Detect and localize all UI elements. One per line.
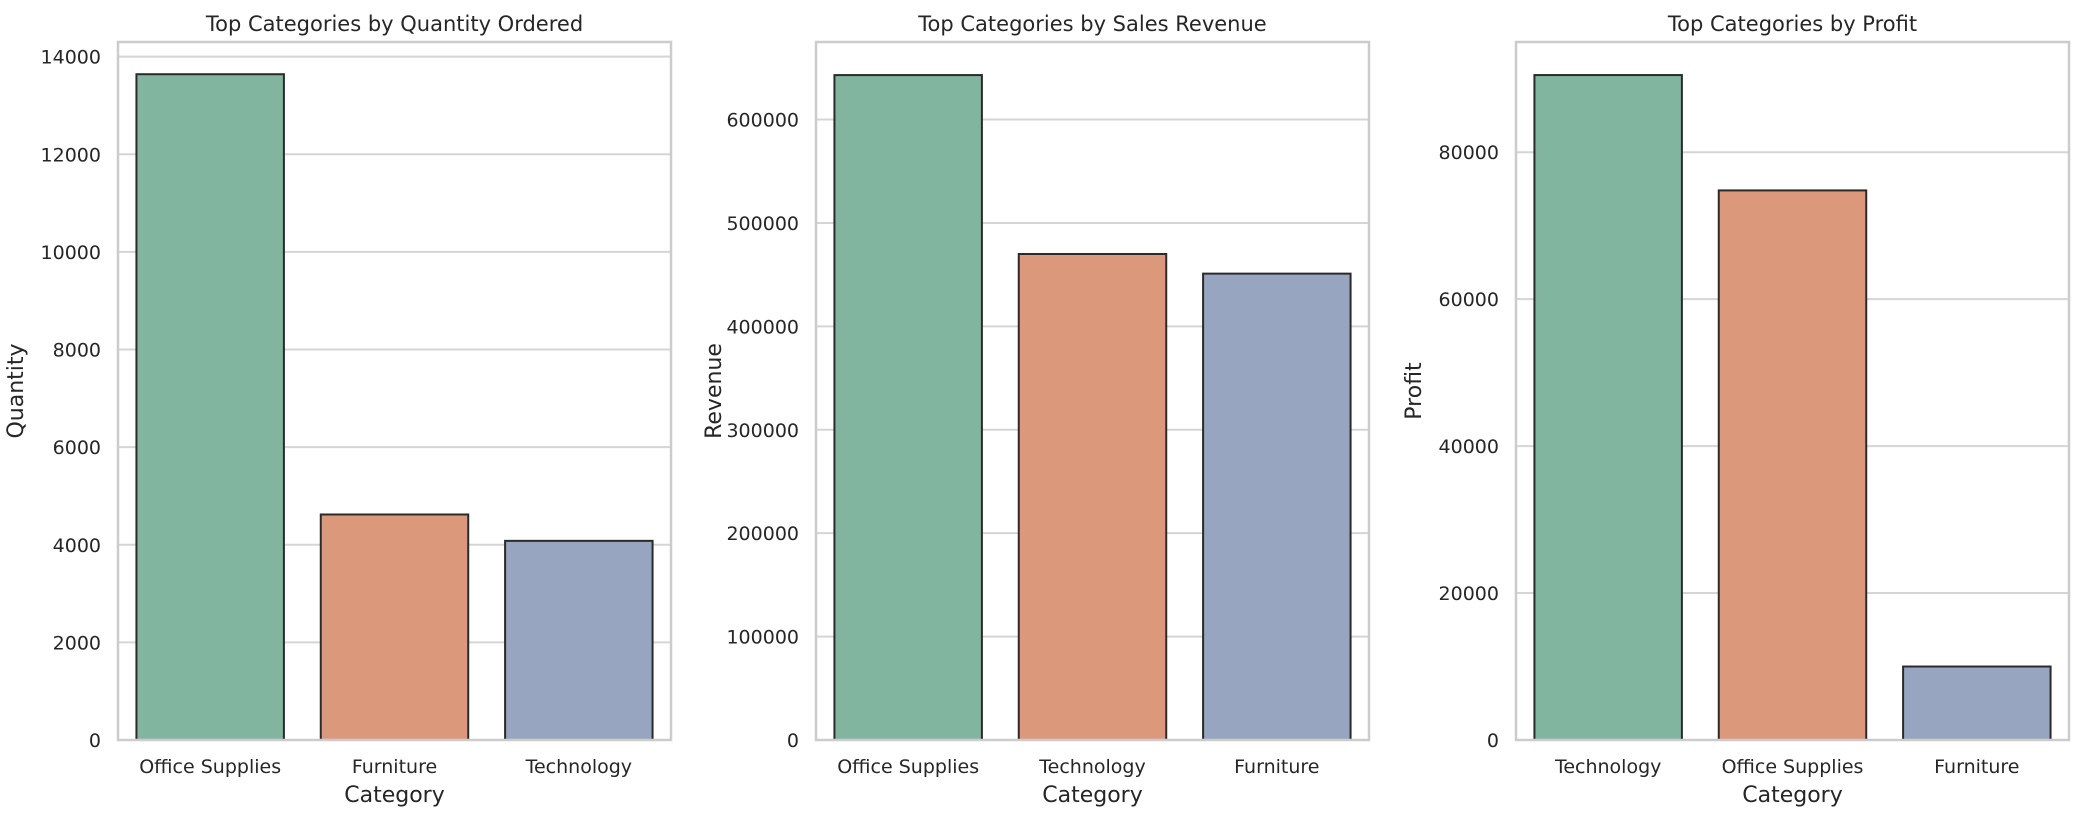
y-tick-label: 500000 bbox=[726, 213, 799, 235]
y-tick-label: 100000 bbox=[726, 627, 799, 649]
x-tick-label: Office Supplies bbox=[837, 756, 979, 778]
y-tick-label: 60000 bbox=[1439, 289, 1499, 311]
x-axis-label: Category bbox=[1742, 783, 1843, 808]
x-tick-label: Furniture bbox=[1934, 756, 2019, 778]
y-tick-label: 200000 bbox=[726, 523, 799, 545]
bar-office-supplies bbox=[1717, 189, 1868, 741]
x-tick-label: Office Supplies bbox=[1722, 756, 1864, 778]
chart-panel-3: 0 20000 40000 60000 80000 Technology Office Su… bbox=[1402, 12, 2071, 808]
y-tick-label: 2000 bbox=[53, 632, 101, 654]
plot-frame bbox=[116, 40, 673, 742]
chart-panel-1: 0 2000 4000 6000 8000 10000 12000 14000 Office S… bbox=[4, 12, 673, 808]
bar-furniture bbox=[1202, 272, 1352, 741]
x-tick-label: Furniture bbox=[352, 756, 437, 778]
y-tick-label: 14000 bbox=[41, 47, 101, 69]
y-tick-label: 300000 bbox=[726, 420, 799, 442]
y-axis-label: Profit bbox=[1402, 362, 1427, 420]
x-axis-label: Category bbox=[344, 783, 445, 808]
x-axis-label: Category bbox=[1042, 783, 1143, 808]
bar-office-supplies bbox=[135, 73, 285, 741]
y-tick-label: 10000 bbox=[41, 242, 101, 264]
bar-office-supplies bbox=[833, 74, 983, 741]
chart-title: Top Categories by Profit bbox=[1667, 12, 1917, 36]
chart-panel-2: 0 100000 200000 300000 400000 500000 600000 Off… bbox=[702, 12, 1371, 808]
y-tick-label: 4000 bbox=[53, 535, 101, 557]
x-tick-label: Technology bbox=[525, 756, 632, 778]
y-tick-label: 40000 bbox=[1439, 436, 1499, 458]
y-tick-label: 20000 bbox=[1439, 583, 1499, 605]
y-tick-label: 0 bbox=[1487, 730, 1499, 752]
y-tick-label: 6000 bbox=[53, 437, 101, 459]
y-axis-label: Revenue bbox=[702, 343, 727, 439]
y-tick-label: 12000 bbox=[41, 144, 101, 166]
x-tick-label: Furniture bbox=[1234, 756, 1319, 778]
chart-title: Top Categories by Quantity Ordered bbox=[205, 12, 583, 36]
plot-frame bbox=[814, 40, 1371, 742]
bar-furniture bbox=[1902, 665, 2052, 741]
bar-technology bbox=[504, 539, 654, 741]
bar-technology bbox=[1017, 252, 1168, 741]
y-tick-label: 8000 bbox=[53, 340, 101, 362]
bar-technology bbox=[1533, 74, 1683, 741]
y-tick-label: 600000 bbox=[726, 110, 799, 132]
x-tick-label: Office Supplies bbox=[139, 756, 281, 778]
x-tick-label: Technology bbox=[1554, 756, 1661, 778]
x-tick-label: Technology bbox=[1038, 756, 1145, 778]
chart-title: Top Categories by Sales Revenue bbox=[917, 12, 1266, 36]
bar-furniture bbox=[319, 513, 470, 741]
y-tick-label: 400000 bbox=[726, 316, 799, 338]
plot-frame bbox=[1514, 40, 2071, 742]
y-tick-label: 0 bbox=[787, 730, 799, 752]
y-tick-label: 80000 bbox=[1439, 142, 1499, 164]
y-axis-label: Quantity bbox=[4, 343, 29, 438]
y-tick-label: 0 bbox=[89, 730, 101, 752]
